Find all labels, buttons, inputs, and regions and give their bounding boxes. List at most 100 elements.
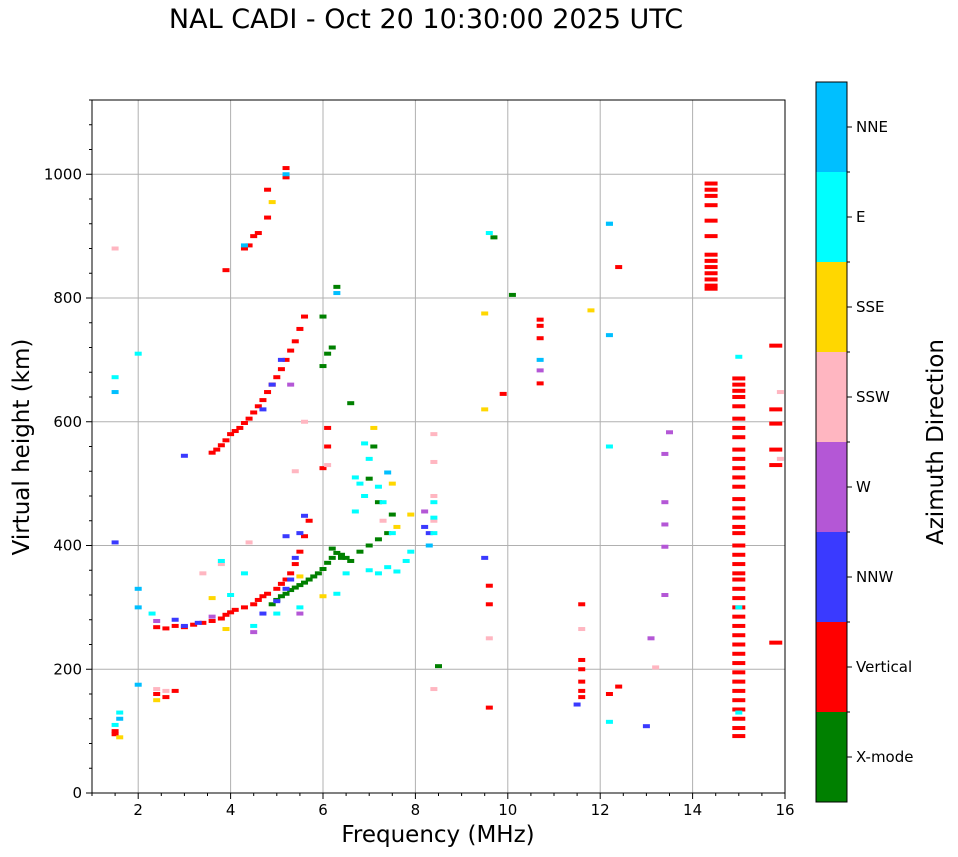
data-point-vertical: [245, 416, 253, 421]
data-point-vertical: [171, 623, 179, 628]
data-point-e: [393, 569, 401, 574]
data-point-vertical: [222, 438, 230, 443]
data-point-xmode: [328, 546, 336, 551]
data-point-nne: [605, 333, 613, 338]
data-point-vertical: [273, 586, 281, 591]
data-point-sse: [370, 425, 378, 430]
data-point-vertical: [485, 705, 493, 710]
data-point-vertical: [222, 268, 230, 273]
data-point-vertical: [732, 506, 746, 511]
data-point-xmode: [374, 537, 382, 542]
data-point-vertical: [264, 215, 272, 220]
data-point-ssw: [301, 419, 309, 424]
data-point-nnw: [111, 540, 119, 545]
data-point-xmode: [347, 401, 355, 406]
data-point-vertical: [732, 596, 746, 601]
data-point-xmode: [337, 555, 345, 560]
data-point-nnw: [287, 577, 295, 582]
data-point-xmode: [374, 500, 382, 505]
y-tick-label: 800: [53, 289, 82, 307]
data-point-nnw: [282, 534, 290, 539]
colorbar-tick-label: Vertical: [856, 658, 912, 676]
data-point-sse: [268, 200, 276, 205]
data-point-e: [296, 605, 304, 610]
data-point-e: [374, 571, 382, 576]
data-point-ssw: [324, 463, 332, 468]
grid-layer: [92, 100, 786, 794]
data-point-e: [365, 568, 373, 573]
data-point-nnw: [171, 617, 179, 622]
data-point-vertical: [704, 234, 718, 239]
data-point-vertical: [732, 623, 746, 628]
data-point-ssw: [430, 494, 438, 498]
data-point-vertical: [264, 390, 272, 395]
data-point-xmode: [365, 476, 373, 481]
data-point-vertical: [732, 515, 746, 520]
data-point-vertical: [769, 407, 783, 412]
data-point-vertical: [732, 698, 746, 703]
data-point-vertical: [254, 597, 262, 602]
data-point-vertical: [732, 456, 746, 461]
data-point-sse: [388, 481, 396, 486]
data-point-vertical: [485, 602, 493, 607]
data-point-vertical: [227, 432, 235, 437]
data-point-vertical: [704, 286, 718, 291]
data-point-xmode: [370, 444, 378, 449]
data-point-vertical: [732, 404, 746, 409]
data-point-vertical: [615, 265, 623, 270]
data-point-ssw: [578, 627, 586, 632]
data-point-xmode: [356, 549, 364, 554]
data-point-vertical: [162, 626, 170, 631]
data-point-xmode: [305, 577, 313, 582]
data-point-vertical: [732, 543, 746, 548]
data-point-sse: [481, 407, 489, 412]
data-point-vertical: [111, 732, 119, 737]
data-point-xmode: [324, 560, 332, 565]
data-point-sse: [222, 627, 230, 632]
data-point-w: [661, 500, 669, 505]
data-point-w: [208, 614, 216, 619]
data-point-vertical: [704, 265, 718, 270]
data-point-vertical: [287, 348, 295, 353]
data-point-e: [111, 722, 119, 727]
data-point-w: [250, 630, 258, 635]
data-point-xmode: [342, 555, 350, 560]
data-point-xmode: [333, 550, 341, 555]
data-point-nne: [116, 716, 124, 721]
data-point-e: [384, 565, 392, 570]
data-point-vertical: [324, 444, 332, 449]
data-point-w: [661, 593, 669, 597]
data-point-xmode: [337, 552, 345, 557]
data-point-vertical: [227, 610, 235, 615]
data-point-vertical: [732, 726, 746, 731]
data-point-vertical: [732, 688, 746, 693]
data-point-vertical: [704, 283, 718, 288]
chart-title: NAL CADI - Oct 20 10:30:00 2025 UTC: [168, 4, 684, 35]
x-tick-label: 2: [133, 801, 143, 819]
data-point-ssw: [430, 432, 438, 437]
data-point-vertical: [704, 258, 718, 263]
data-point-e: [735, 605, 743, 610]
colorbar-segment: [816, 712, 847, 802]
colorbar-tick-label: NNW: [856, 568, 893, 586]
data-point-vertical: [231, 607, 239, 612]
data-point-vertical: [732, 633, 746, 638]
data-point-vertical: [250, 410, 258, 415]
data-point-vertical: [732, 661, 746, 666]
data-point-xmode: [268, 602, 276, 607]
data-point-vertical: [199, 620, 207, 625]
data-point-vertical: [259, 594, 267, 599]
data-point-w: [666, 430, 673, 435]
data-point-xmode: [277, 594, 285, 599]
data-point-xmode: [388, 512, 396, 517]
data-point-vertical: [769, 343, 783, 348]
data-point-ssw: [379, 518, 387, 523]
data-point-vertical: [282, 357, 290, 362]
data-point-vertical: [240, 420, 248, 425]
data-point-vertical: [769, 463, 783, 468]
colorbar-tick-label: SSW: [856, 388, 890, 406]
data-point-vertical: [704, 271, 718, 276]
data-point-vertical: [296, 549, 304, 554]
data-point-xmode: [328, 555, 336, 560]
